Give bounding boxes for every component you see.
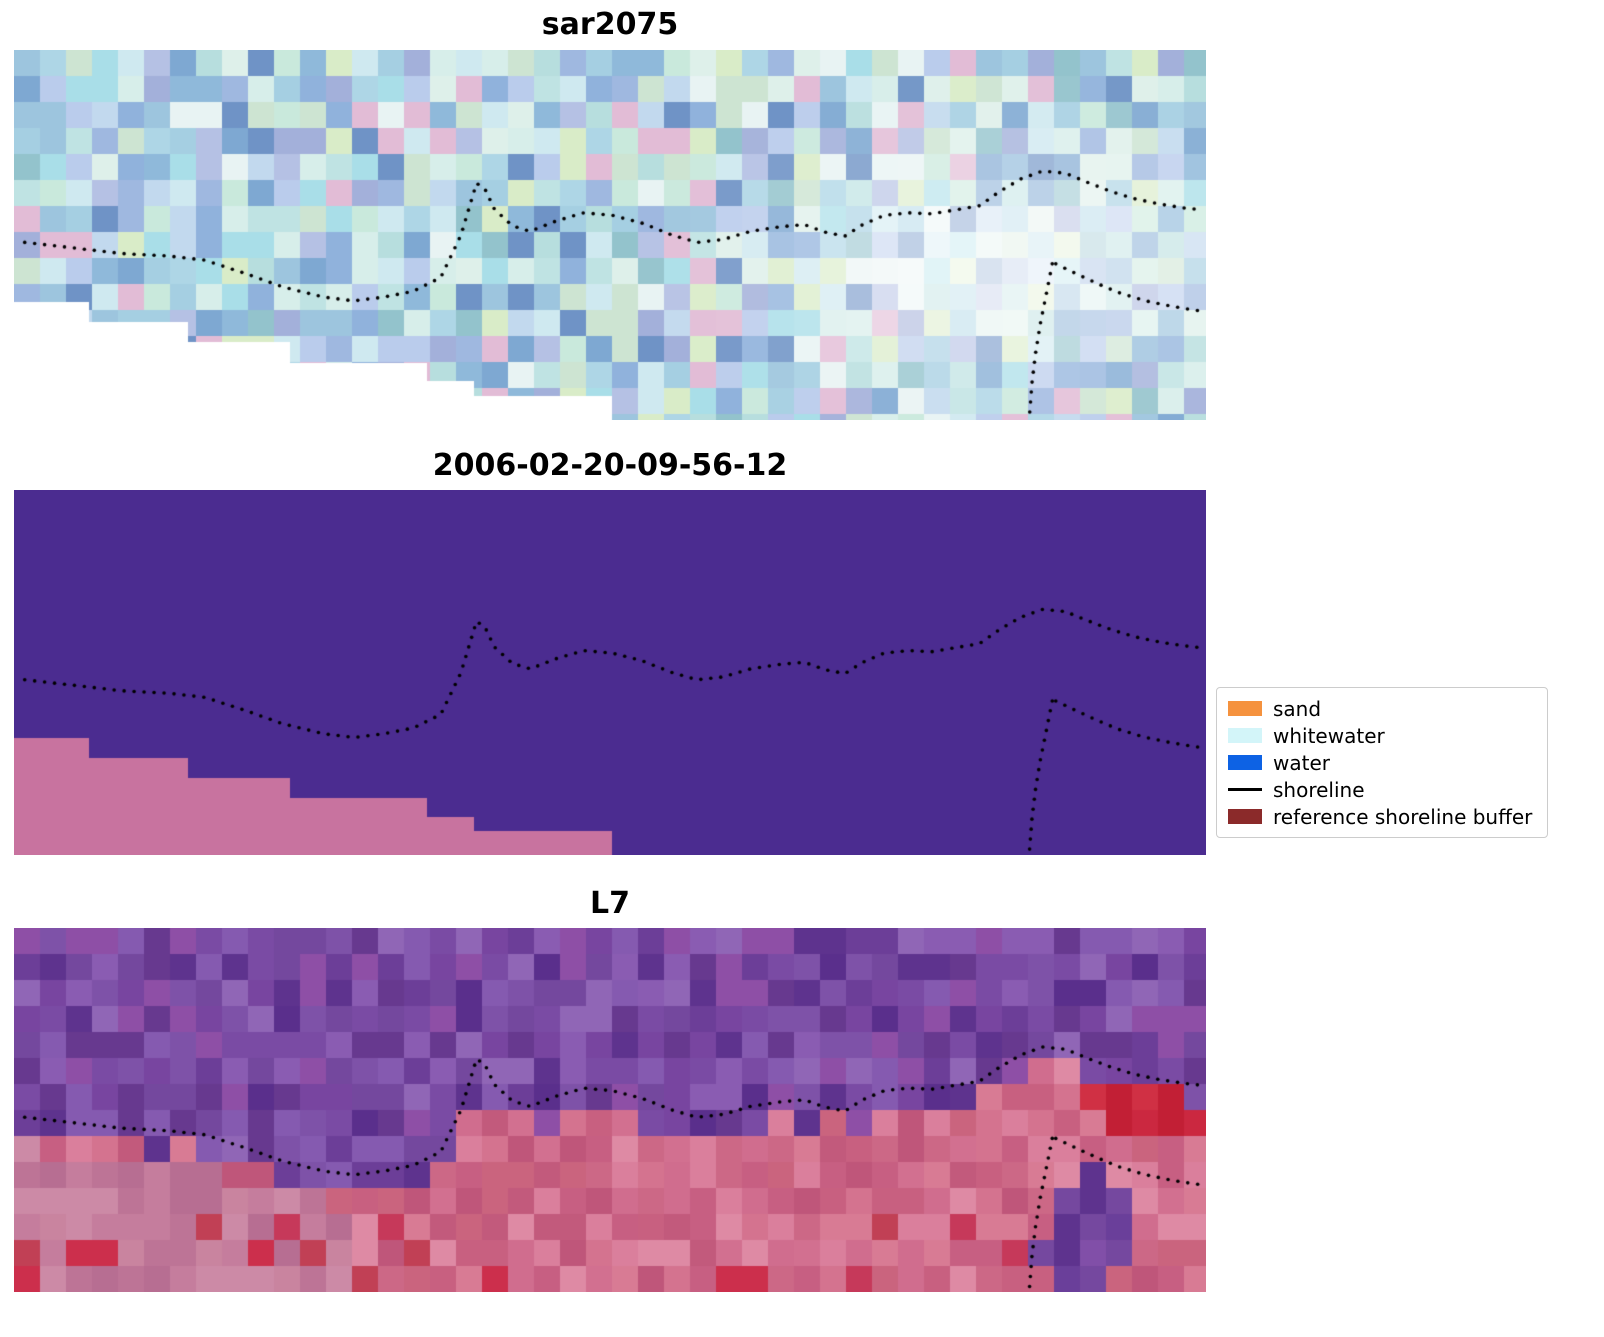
panel-title-sar2075: sar2075 [541, 7, 679, 42]
panel-title-classification-timestamp: 2006-02-20-09-56-12 [432, 448, 788, 483]
classification-image-panel [14, 490, 1206, 855]
whitewater-swatch-icon [1228, 728, 1262, 743]
legend-item-water: water [1217, 749, 1547, 776]
legend-item-whitewater: whitewater [1217, 722, 1547, 749]
water-label: water [1273, 750, 1330, 775]
legend-item-reference-shoreline-buffer: reference shoreline buffer [1217, 803, 1547, 830]
shoreline-label: shoreline [1273, 777, 1365, 802]
legend-item-shoreline: shoreline [1217, 776, 1547, 803]
shoreline-line-icon [1228, 788, 1262, 791]
sand-label: sand [1273, 696, 1322, 721]
sand-swatch-icon [1228, 701, 1262, 716]
legend: sand whitewater water shoreline referenc… [1216, 687, 1548, 838]
whitewater-label: whitewater [1273, 723, 1385, 748]
reference-shoreline-buffer-label: reference shoreline buffer [1273, 804, 1533, 829]
sar2075-image-panel [14, 50, 1206, 420]
l7-image-panel [14, 928, 1206, 1292]
legend-item-sand: sand [1217, 695, 1547, 722]
reference-shoreline-buffer-swatch-icon [1228, 809, 1262, 824]
panel-title-l7: L7 [590, 886, 630, 921]
water-swatch-icon [1228, 755, 1262, 770]
